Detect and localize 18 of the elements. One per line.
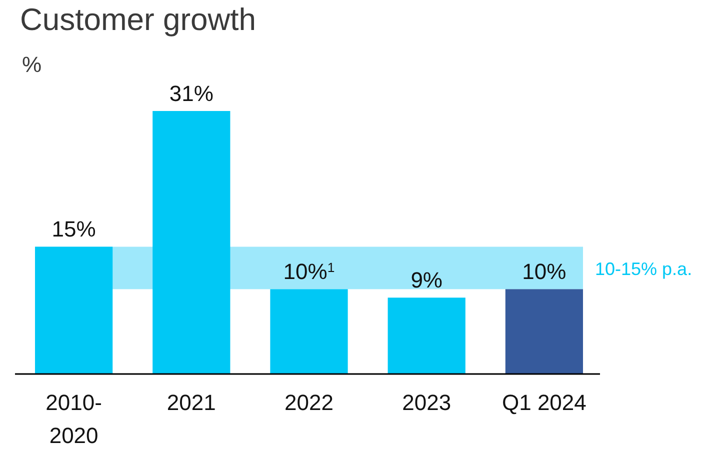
data-label: 9%: [410, 268, 442, 293]
data-label: 10%$^{1}$: [283, 259, 335, 284]
x-tick-label: 2021: [166, 390, 216, 415]
bar: [152, 111, 230, 374]
x-tick-label: 2010-2020: [46, 390, 102, 448]
bar: [35, 246, 113, 374]
band-label: 10-15% p.a.: [595, 258, 692, 279]
bar: [270, 289, 348, 374]
x-tick-label: 2023: [402, 390, 452, 415]
bar: [388, 298, 466, 374]
y-axis-title: %: [22, 52, 42, 77]
chart-title: Customer growth: [20, 2, 256, 37]
x-tick-label: 2022: [284, 390, 334, 415]
data-label: 10%: [522, 259, 566, 284]
bar: [505, 289, 583, 374]
data-label: 31%: [169, 81, 214, 106]
data-label: 15%: [52, 216, 96, 242]
x-tick-label: Q1 2024: [502, 390, 586, 415]
